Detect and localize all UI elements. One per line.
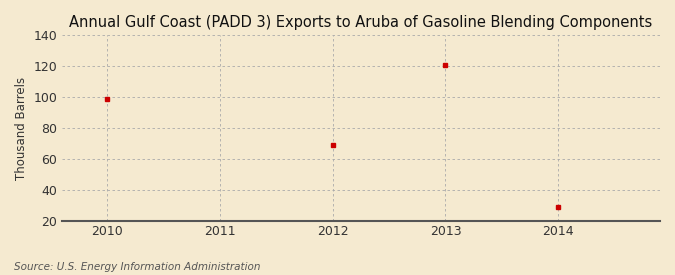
Title: Annual Gulf Coast (PADD 3) Exports to Aruba of Gasoline Blending Components: Annual Gulf Coast (PADD 3) Exports to Ar… <box>69 15 653 30</box>
Y-axis label: Thousand Barrels: Thousand Barrels <box>15 76 28 180</box>
Text: Source: U.S. Energy Information Administration: Source: U.S. Energy Information Administ… <box>14 262 260 272</box>
